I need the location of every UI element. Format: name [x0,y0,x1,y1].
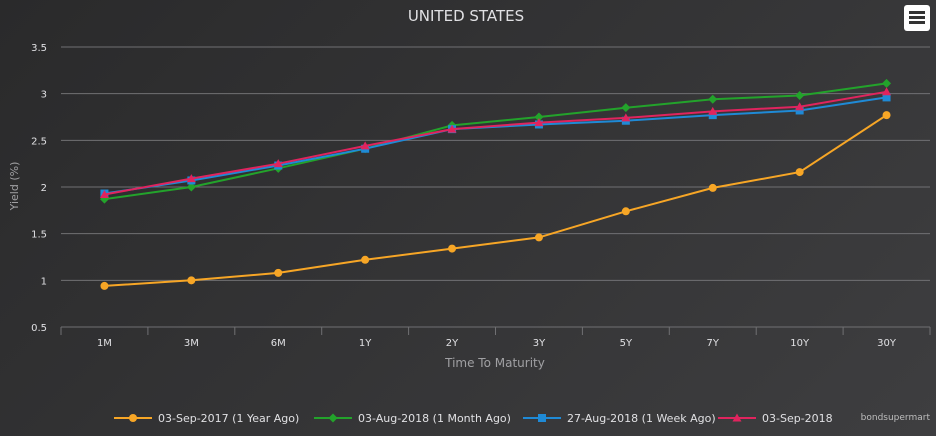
x-axis-label: Time To Maturity [444,356,545,370]
y-tick-label: 3.5 [31,43,47,54]
data-point [708,94,718,104]
axes: 0.5 1 1.5 2 2.5 3 3.5 1M 3M 6M 1Y 2Y 3Y 5Y 7Y 10Y 30Y [31,43,931,349]
y-tick-label: 2 [41,183,47,194]
series-triangle [99,87,892,198]
legend-label: 03-Aug-2018 (1 Month Ago) [358,412,511,425]
data-point [448,244,457,253]
x-tick-label: 2Y [446,338,459,349]
data-point [328,413,338,423]
x-tick-label: 1Y [359,338,372,349]
hamburger-menu-icon[interactable] [904,5,930,31]
x-tick-label: 7Y [707,338,720,349]
series-line [104,96,887,195]
x-tick-label: 30Y [877,338,897,349]
legend-item: 27-Aug-2018 (1 Week Ago) [523,412,716,425]
data-point [360,141,370,150]
legend: 03-Sep-2017 (1 Year Ago) 03-Aug-2018 (1 M… [114,412,833,425]
data-point [100,281,109,290]
legend-label: 27-Aug-2018 (1 Week Ago) [567,412,716,425]
data-point [795,91,805,101]
data-point [708,183,717,192]
y-tick-label: 2.5 [31,136,47,147]
series-line [104,114,888,287]
x-tick-label: 3Y [533,338,546,349]
data-point [534,118,544,127]
x-tick-label: 3M [184,338,199,349]
data-point [795,102,805,111]
data-point [538,414,546,422]
data-point [273,159,283,168]
data-point [186,174,196,183]
data-point [882,78,892,88]
data-point [795,168,804,177]
legend-item: 03-Sep-2018 [718,412,833,425]
data-point [186,182,196,192]
y-axis-label: Yield (%) [8,162,21,212]
series-line [104,90,887,196]
series-line [104,82,887,201]
data-point [534,112,544,122]
data-point [274,268,283,277]
series-diamond [99,78,892,204]
data-point [708,111,717,120]
legend-label: 03-Sep-2017 (1 Year Ago) [158,412,299,425]
data-point [732,413,742,422]
y-tick-label: 3 [41,90,47,101]
x-tick-label: 10Y [790,338,810,349]
data-point [882,87,892,96]
data-point [187,276,196,285]
series-group [99,78,892,290]
x-tick-label: 1M [97,338,112,349]
legend-label: 03-Sep-2018 [762,412,833,425]
grid [61,46,930,328]
series-circle [100,111,891,290]
data-point [882,111,891,120]
data-point [795,106,804,115]
y-tick-label: 0.5 [31,323,47,334]
data-point [621,207,630,216]
data-point [882,93,891,102]
y-tick-label: 1 [41,276,47,287]
data-point [534,233,543,242]
data-point [621,113,631,122]
data-point [708,106,718,115]
data-point [361,255,370,264]
chart-title: UNITED STATES [408,7,524,25]
legend-item: 03-Sep-2017 (1 Year Ago) [114,412,299,425]
data-point [99,189,109,198]
y-tick-label: 1.5 [31,230,47,241]
data-point [621,103,631,113]
data-point [447,124,457,133]
x-tick-label: 5Y [620,338,633,349]
legend-item: 03-Aug-2018 (1 Month Ago) [314,412,511,425]
credit-text: bondsupermart [860,413,930,423]
data-point [129,414,137,422]
x-tick-label: 6M [271,338,286,349]
